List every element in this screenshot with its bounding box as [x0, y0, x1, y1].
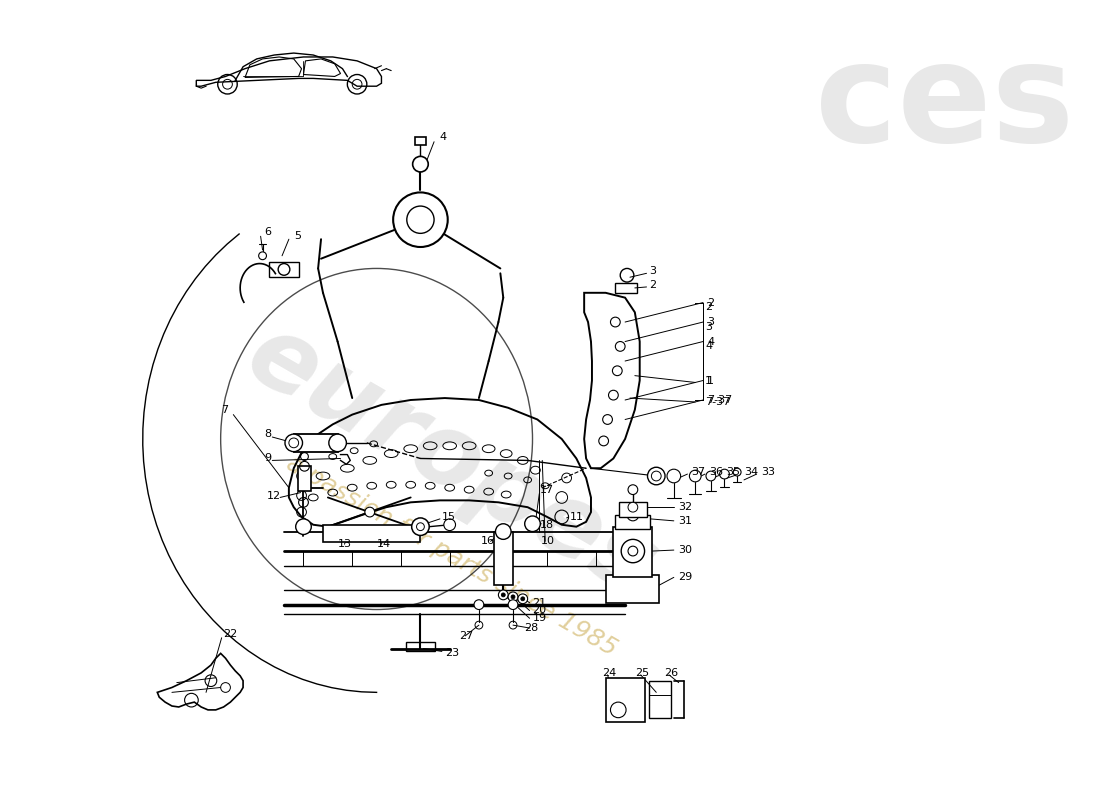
Circle shape	[411, 518, 429, 535]
Text: 31: 31	[678, 516, 692, 526]
Circle shape	[285, 434, 303, 452]
Circle shape	[525, 516, 540, 531]
Text: 8: 8	[264, 429, 272, 439]
Circle shape	[495, 524, 512, 539]
Text: 37: 37	[692, 467, 705, 477]
Bar	[614, 526, 652, 578]
Text: 13: 13	[338, 539, 352, 550]
Circle shape	[365, 507, 375, 517]
Text: 4: 4	[707, 337, 714, 346]
Bar	[494, 531, 513, 585]
Text: 17: 17	[539, 485, 553, 494]
Text: 20: 20	[532, 606, 547, 615]
Text: 2: 2	[707, 298, 714, 307]
Text: 22: 22	[223, 629, 238, 639]
Bar	[298, 466, 311, 490]
Text: 4: 4	[705, 342, 712, 351]
Text: 32: 32	[678, 502, 692, 512]
Text: 19: 19	[532, 614, 547, 623]
Text: 5: 5	[294, 231, 300, 242]
Circle shape	[520, 597, 525, 601]
Text: 26: 26	[664, 668, 679, 678]
Text: 18: 18	[539, 520, 553, 530]
Bar	[406, 642, 436, 651]
Text: 24: 24	[602, 668, 616, 678]
Bar	[649, 681, 671, 718]
Circle shape	[628, 502, 638, 512]
Circle shape	[734, 468, 741, 476]
Bar	[323, 525, 420, 542]
Text: 11: 11	[570, 512, 583, 522]
Text: ces: ces	[815, 36, 1075, 171]
Circle shape	[508, 600, 518, 610]
Text: 1: 1	[705, 375, 712, 386]
Text: 7: 7	[221, 405, 228, 414]
Circle shape	[498, 590, 508, 600]
Text: 9: 9	[264, 454, 272, 463]
Text: 16: 16	[481, 536, 495, 546]
Text: europes: europes	[230, 306, 673, 618]
Text: 1: 1	[707, 375, 714, 386]
Text: 3: 3	[705, 322, 712, 332]
Text: 28: 28	[524, 623, 538, 633]
Text: 27: 27	[460, 631, 474, 641]
Text: 36: 36	[708, 467, 723, 477]
Text: 33: 33	[761, 467, 776, 477]
Text: 3: 3	[649, 266, 657, 276]
Circle shape	[443, 519, 455, 530]
Bar	[606, 575, 659, 602]
Circle shape	[474, 600, 484, 610]
Circle shape	[502, 593, 505, 597]
Circle shape	[719, 469, 729, 479]
Circle shape	[627, 509, 639, 521]
Text: 25: 25	[635, 668, 649, 678]
Circle shape	[508, 592, 518, 602]
Circle shape	[218, 74, 238, 94]
Bar	[619, 502, 647, 517]
Text: 2: 2	[649, 280, 657, 290]
Text: 14: 14	[376, 539, 390, 550]
Circle shape	[667, 469, 681, 483]
Text: 23: 23	[444, 648, 459, 658]
Text: 7-37: 7-37	[705, 397, 730, 407]
Circle shape	[706, 471, 716, 481]
Text: 4: 4	[440, 132, 447, 142]
Text: 2: 2	[705, 302, 712, 313]
Bar	[294, 434, 338, 452]
Circle shape	[628, 485, 638, 494]
Text: 12: 12	[266, 490, 280, 501]
Circle shape	[348, 74, 366, 94]
Circle shape	[412, 156, 428, 172]
Bar	[615, 515, 650, 529]
Text: 10: 10	[541, 536, 556, 546]
Circle shape	[512, 595, 515, 599]
Circle shape	[258, 252, 266, 260]
Text: 30: 30	[678, 545, 692, 555]
Text: 29: 29	[678, 572, 692, 582]
Circle shape	[648, 467, 666, 485]
Bar	[606, 678, 645, 722]
Circle shape	[278, 263, 290, 275]
Circle shape	[690, 470, 701, 482]
Circle shape	[329, 434, 346, 452]
Circle shape	[393, 193, 448, 247]
Text: 21: 21	[532, 598, 547, 608]
Bar	[615, 283, 637, 293]
Text: 3: 3	[707, 317, 714, 327]
Bar	[415, 137, 427, 145]
Text: 35: 35	[726, 467, 740, 477]
Circle shape	[296, 519, 311, 534]
Circle shape	[518, 594, 528, 604]
Text: a passion for parts since 1985: a passion for parts since 1985	[282, 451, 622, 661]
Text: 6: 6	[264, 227, 272, 238]
Text: 15: 15	[442, 512, 455, 522]
Text: 7-37: 7-37	[707, 395, 733, 405]
Text: 34: 34	[744, 467, 758, 477]
Bar	[270, 262, 298, 278]
Circle shape	[621, 539, 645, 562]
